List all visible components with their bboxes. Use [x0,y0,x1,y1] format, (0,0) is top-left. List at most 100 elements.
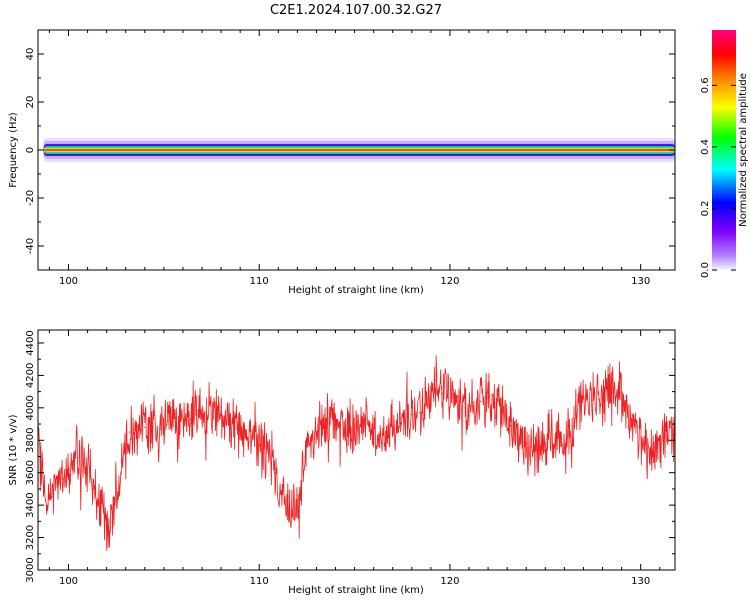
snr-series-group [38,355,675,551]
snr-point [502,413,504,415]
snr-point [540,444,543,446]
snr-panel: 100 110 120 130 3000 3200 3400 3600 3800 4000 420… [8,329,676,596]
snr-point [83,462,85,464]
snr-point [472,405,474,407]
snr-point [449,397,451,399]
snr-point [167,420,169,422]
snr-x-tick-label: 120 [440,576,459,587]
spectrogram-y-tick-label: -20 [25,190,36,206]
snr-point [441,392,443,394]
colorbar-tick-label: 0.2 [700,201,711,217]
snr-point [548,431,550,433]
spectrogram-y-tick-label: 0 [25,147,36,153]
snr-point [67,465,70,467]
snr-x-ticks: 100 110 120 130 [48,330,661,587]
snr-point [563,441,565,443]
snr-frame [37,329,676,571]
snr-point [251,436,253,438]
spectrogram-y-tick-label: 40 [25,48,36,61]
spectrogram-x-tick-label: 120 [440,276,459,287]
snr-y-tick-label: 3400 [25,492,36,517]
snr-y-tick-label: 3800 [25,428,36,453]
snr-point [456,395,459,398]
spectrogram-x-tick-label: 110 [250,276,269,287]
snr-point [464,407,466,409]
spectrogram-x-tick-label: 100 [59,276,78,287]
snr-y-label: SNR (10 * v/v) [8,414,19,485]
snr-point [334,415,337,417]
snr-point [296,499,298,501]
snr-y-tick-label: 4000 [25,395,36,420]
figure-title: C2E1.2024.107.00.32.G27 [270,3,442,18]
snr-point [266,452,268,454]
snr-point [579,405,581,407]
snr-point [182,426,184,428]
snr-point [594,392,596,394]
spectrogram-y-tick-label: -40 [25,238,36,254]
colorbar-ticks: 0.0 0.2 0.4 0.6 [700,77,736,278]
snr-point [395,425,398,427]
snr-point [533,449,535,451]
snr-point [640,436,642,438]
snr-point [121,460,123,462]
snr-point [617,394,619,396]
snr-x-tick-label: 110 [250,576,269,587]
colorbar-label: Normalized spectral amplitude [738,73,749,227]
snr-point [434,389,436,391]
snr-point [487,397,489,399]
snr-point [426,399,428,401]
snr-point [273,472,276,474]
snr-point [655,451,657,453]
snr-y-tick-label: 4200 [25,363,36,388]
snr-point [90,478,93,480]
snr-y-tick-label: 3000 [25,557,36,582]
snr-point [75,457,77,459]
snr-y-tick-label: 4400 [25,330,36,355]
snr-point [624,408,627,411]
spectrogram-y-label: Frequency (Hz) [8,112,19,188]
snr-point [128,431,131,433]
snr-point [327,416,329,419]
snr-point [609,387,611,389]
snr-point [373,434,375,437]
snr-point [479,400,482,402]
snr-point [258,444,260,446]
snr-x-tick-label: 100 [59,576,78,587]
snr-x-label: Height of straight line (km) [288,585,424,596]
snr-point [228,420,230,422]
snr-point [388,428,390,430]
snr-y-ticks: 3000 3200 3400 3600 3800 4000 4200 4400 [25,330,675,583]
spectrogram-x-ticks: 100 110 120 130 [48,30,661,287]
snr-point [312,436,314,438]
snr-point [113,507,115,509]
snr-point [151,429,154,432]
spectrogram-panel: 100 110 120 130 -40 -20 0 20 40 Height of strai… [8,29,676,296]
snr-point [670,426,672,428]
snr-point [662,436,665,438]
snr-point [136,425,138,427]
snr-point [586,399,588,401]
spectral-ridge [43,138,675,162]
colorbar-tick-label: 0.6 [700,77,711,93]
snr-point [60,478,62,480]
snr-point [510,425,512,427]
snr-point [189,418,192,420]
snr-point [319,423,321,425]
snr-point [403,420,405,422]
snr-point [174,416,176,419]
snr-point [601,397,604,399]
snr-point [45,499,47,501]
snr-point [632,415,634,417]
snr-point [518,434,520,437]
spectrogram-x-label: Height of straight line (km) [288,285,424,296]
colorbar: 0.0 0.2 0.4 0.6 Normalized spectral amplitu… [700,30,749,278]
snr-point [281,493,283,495]
snr-point [418,412,421,414]
snr-point [342,423,344,425]
snr-point [197,408,199,411]
colorbar-tick-label: 0.0 [700,262,711,278]
snr-y-tick-label: 3200 [25,525,36,550]
snr-point [357,428,360,430]
snr-point [495,407,497,409]
